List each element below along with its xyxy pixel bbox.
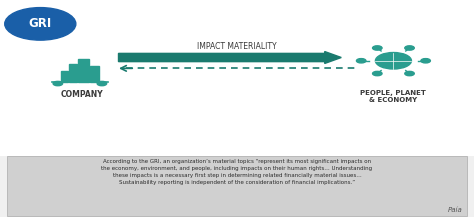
Bar <box>78 59 89 82</box>
Circle shape <box>421 59 430 63</box>
Text: GRI: GRI <box>28 17 52 30</box>
Bar <box>90 66 99 82</box>
Circle shape <box>405 46 414 50</box>
Circle shape <box>356 59 366 63</box>
Circle shape <box>405 71 414 76</box>
Circle shape <box>373 46 382 50</box>
Text: Paía: Paía <box>447 207 463 213</box>
Text: PEOPLE, PLANET
& ECONOMY: PEOPLE, PLANET & ECONOMY <box>361 90 426 103</box>
FancyArrow shape <box>118 51 341 63</box>
Circle shape <box>375 53 411 69</box>
Text: According to the GRI, an organization’s material topics “represent its most sign: According to the GRI, an organization’s … <box>101 159 373 186</box>
Bar <box>61 71 68 82</box>
Text: COMPANY: COMPANY <box>60 90 103 99</box>
Circle shape <box>97 81 107 86</box>
Bar <box>69 64 77 82</box>
Circle shape <box>53 81 63 86</box>
Circle shape <box>373 71 382 76</box>
Text: IMPACT MATERIALITY: IMPACT MATERIALITY <box>197 42 277 51</box>
Circle shape <box>5 8 76 40</box>
FancyBboxPatch shape <box>0 0 474 156</box>
FancyBboxPatch shape <box>7 156 467 216</box>
